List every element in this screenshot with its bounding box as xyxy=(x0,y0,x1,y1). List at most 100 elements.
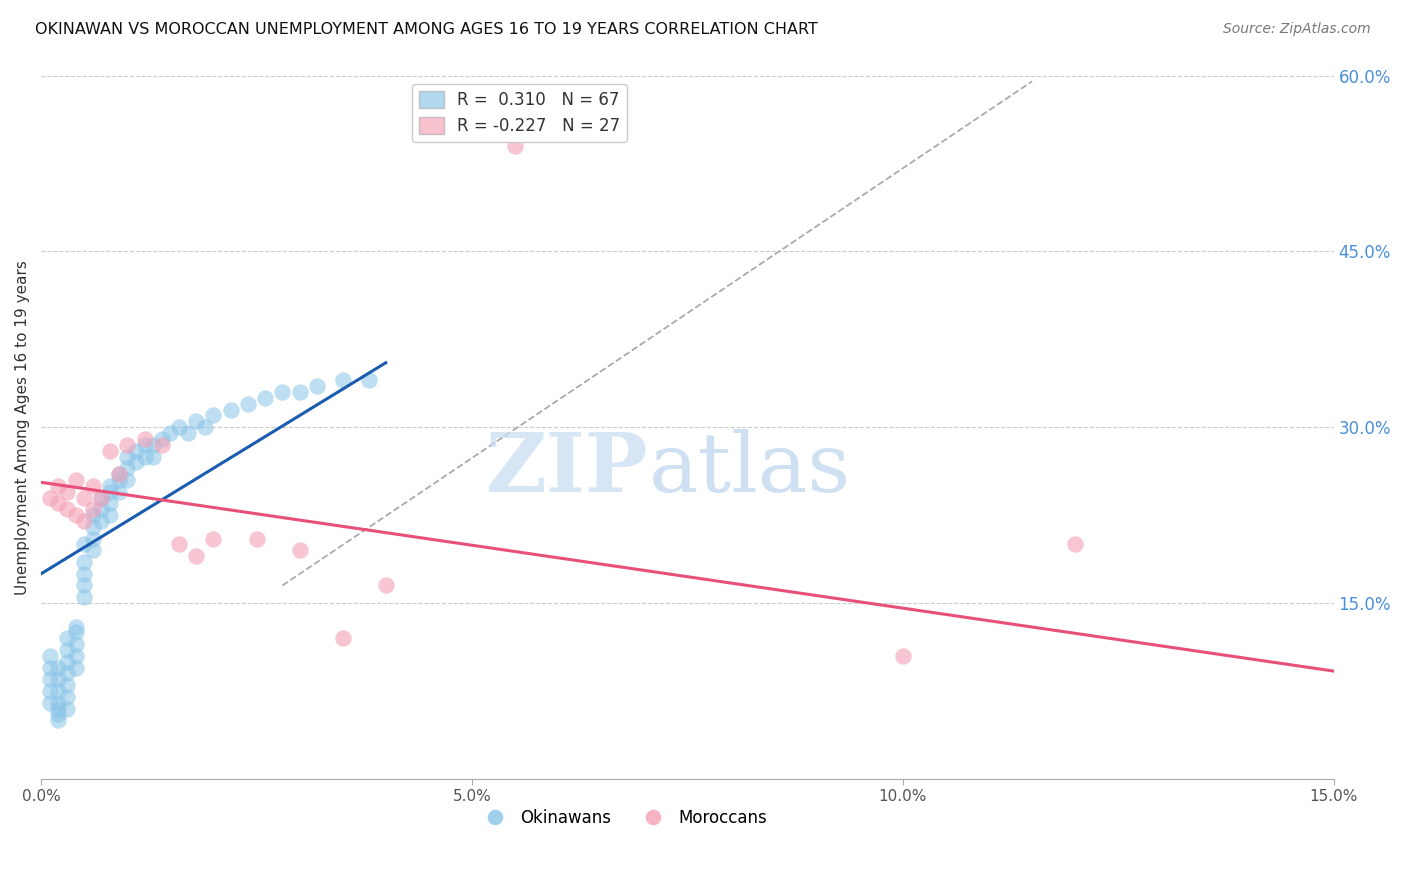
Point xyxy=(254,391,277,405)
Point xyxy=(73,591,96,605)
Point xyxy=(65,625,87,640)
Point xyxy=(117,461,139,475)
Point xyxy=(46,714,69,728)
Point xyxy=(82,520,104,534)
Y-axis label: Unemployment Among Ages 16 to 19 years: Unemployment Among Ages 16 to 19 years xyxy=(15,260,30,595)
Point xyxy=(73,514,96,528)
Point xyxy=(38,660,60,674)
Text: OKINAWAN VS MOROCCAN UNEMPLOYMENT AMONG AGES 16 TO 19 YEARS CORRELATION CHART: OKINAWAN VS MOROCCAN UNEMPLOYMENT AMONG … xyxy=(35,22,818,37)
Point xyxy=(46,660,69,674)
Point xyxy=(98,508,121,523)
Point xyxy=(125,455,148,469)
Point xyxy=(107,467,129,482)
Point xyxy=(56,632,79,646)
Point xyxy=(125,443,148,458)
Text: ZIP: ZIP xyxy=(486,429,648,509)
Point xyxy=(107,467,129,482)
Point xyxy=(271,385,294,400)
Point xyxy=(73,491,96,505)
Point xyxy=(288,385,311,400)
Point xyxy=(503,139,526,153)
Point xyxy=(98,443,121,458)
Point xyxy=(98,496,121,510)
Point xyxy=(107,484,129,499)
Point xyxy=(65,648,87,663)
Text: Source: ZipAtlas.com: Source: ZipAtlas.com xyxy=(1223,22,1371,37)
Point xyxy=(46,496,69,510)
Point xyxy=(117,438,139,452)
Point xyxy=(98,479,121,493)
Point xyxy=(38,673,60,687)
Point xyxy=(46,707,69,722)
Point xyxy=(56,666,79,681)
Point xyxy=(56,655,79,669)
Point xyxy=(46,696,69,710)
Point xyxy=(245,532,267,546)
Point xyxy=(219,402,242,417)
Point xyxy=(38,696,60,710)
Point xyxy=(82,479,104,493)
Point xyxy=(56,701,79,715)
Point xyxy=(194,420,217,434)
Point xyxy=(90,514,112,528)
Point xyxy=(332,373,354,387)
Point xyxy=(167,537,190,551)
Point xyxy=(117,450,139,464)
Point xyxy=(107,473,129,487)
Point xyxy=(38,648,60,663)
Point xyxy=(73,555,96,569)
Point xyxy=(56,690,79,704)
Point xyxy=(56,502,79,516)
Point xyxy=(65,473,87,487)
Point xyxy=(38,491,60,505)
Point xyxy=(38,684,60,698)
Point xyxy=(46,673,69,687)
Point xyxy=(374,578,396,592)
Text: atlas: atlas xyxy=(648,429,851,509)
Point xyxy=(305,379,328,393)
Point xyxy=(134,438,156,452)
Point xyxy=(90,502,112,516)
Point xyxy=(236,397,259,411)
Point xyxy=(65,637,87,651)
Point xyxy=(56,484,79,499)
Point xyxy=(82,543,104,558)
Point xyxy=(202,409,225,423)
Point xyxy=(134,432,156,446)
Point xyxy=(1064,537,1087,551)
Point xyxy=(159,426,181,441)
Point xyxy=(65,508,87,523)
Point xyxy=(73,537,96,551)
Point xyxy=(142,450,165,464)
Point xyxy=(65,619,87,633)
Point xyxy=(73,578,96,592)
Point xyxy=(134,450,156,464)
Point xyxy=(90,491,112,505)
Point xyxy=(46,701,69,715)
Point xyxy=(46,684,69,698)
Point xyxy=(82,532,104,546)
Point xyxy=(82,502,104,516)
Point xyxy=(46,479,69,493)
Point xyxy=(56,678,79,692)
Point xyxy=(56,643,79,657)
Point xyxy=(167,420,190,434)
Point xyxy=(90,491,112,505)
Legend: Okinawans, Moroccans: Okinawans, Moroccans xyxy=(472,803,773,834)
Point xyxy=(891,648,914,663)
Point xyxy=(65,660,87,674)
Point xyxy=(117,473,139,487)
Point xyxy=(142,438,165,452)
Point xyxy=(150,438,173,452)
Point xyxy=(176,426,198,441)
Point xyxy=(73,566,96,581)
Point xyxy=(98,484,121,499)
Point xyxy=(202,532,225,546)
Point xyxy=(332,632,354,646)
Point xyxy=(82,508,104,523)
Point xyxy=(186,549,208,564)
Point xyxy=(186,414,208,428)
Point xyxy=(150,432,173,446)
Point xyxy=(288,543,311,558)
Point xyxy=(357,373,380,387)
